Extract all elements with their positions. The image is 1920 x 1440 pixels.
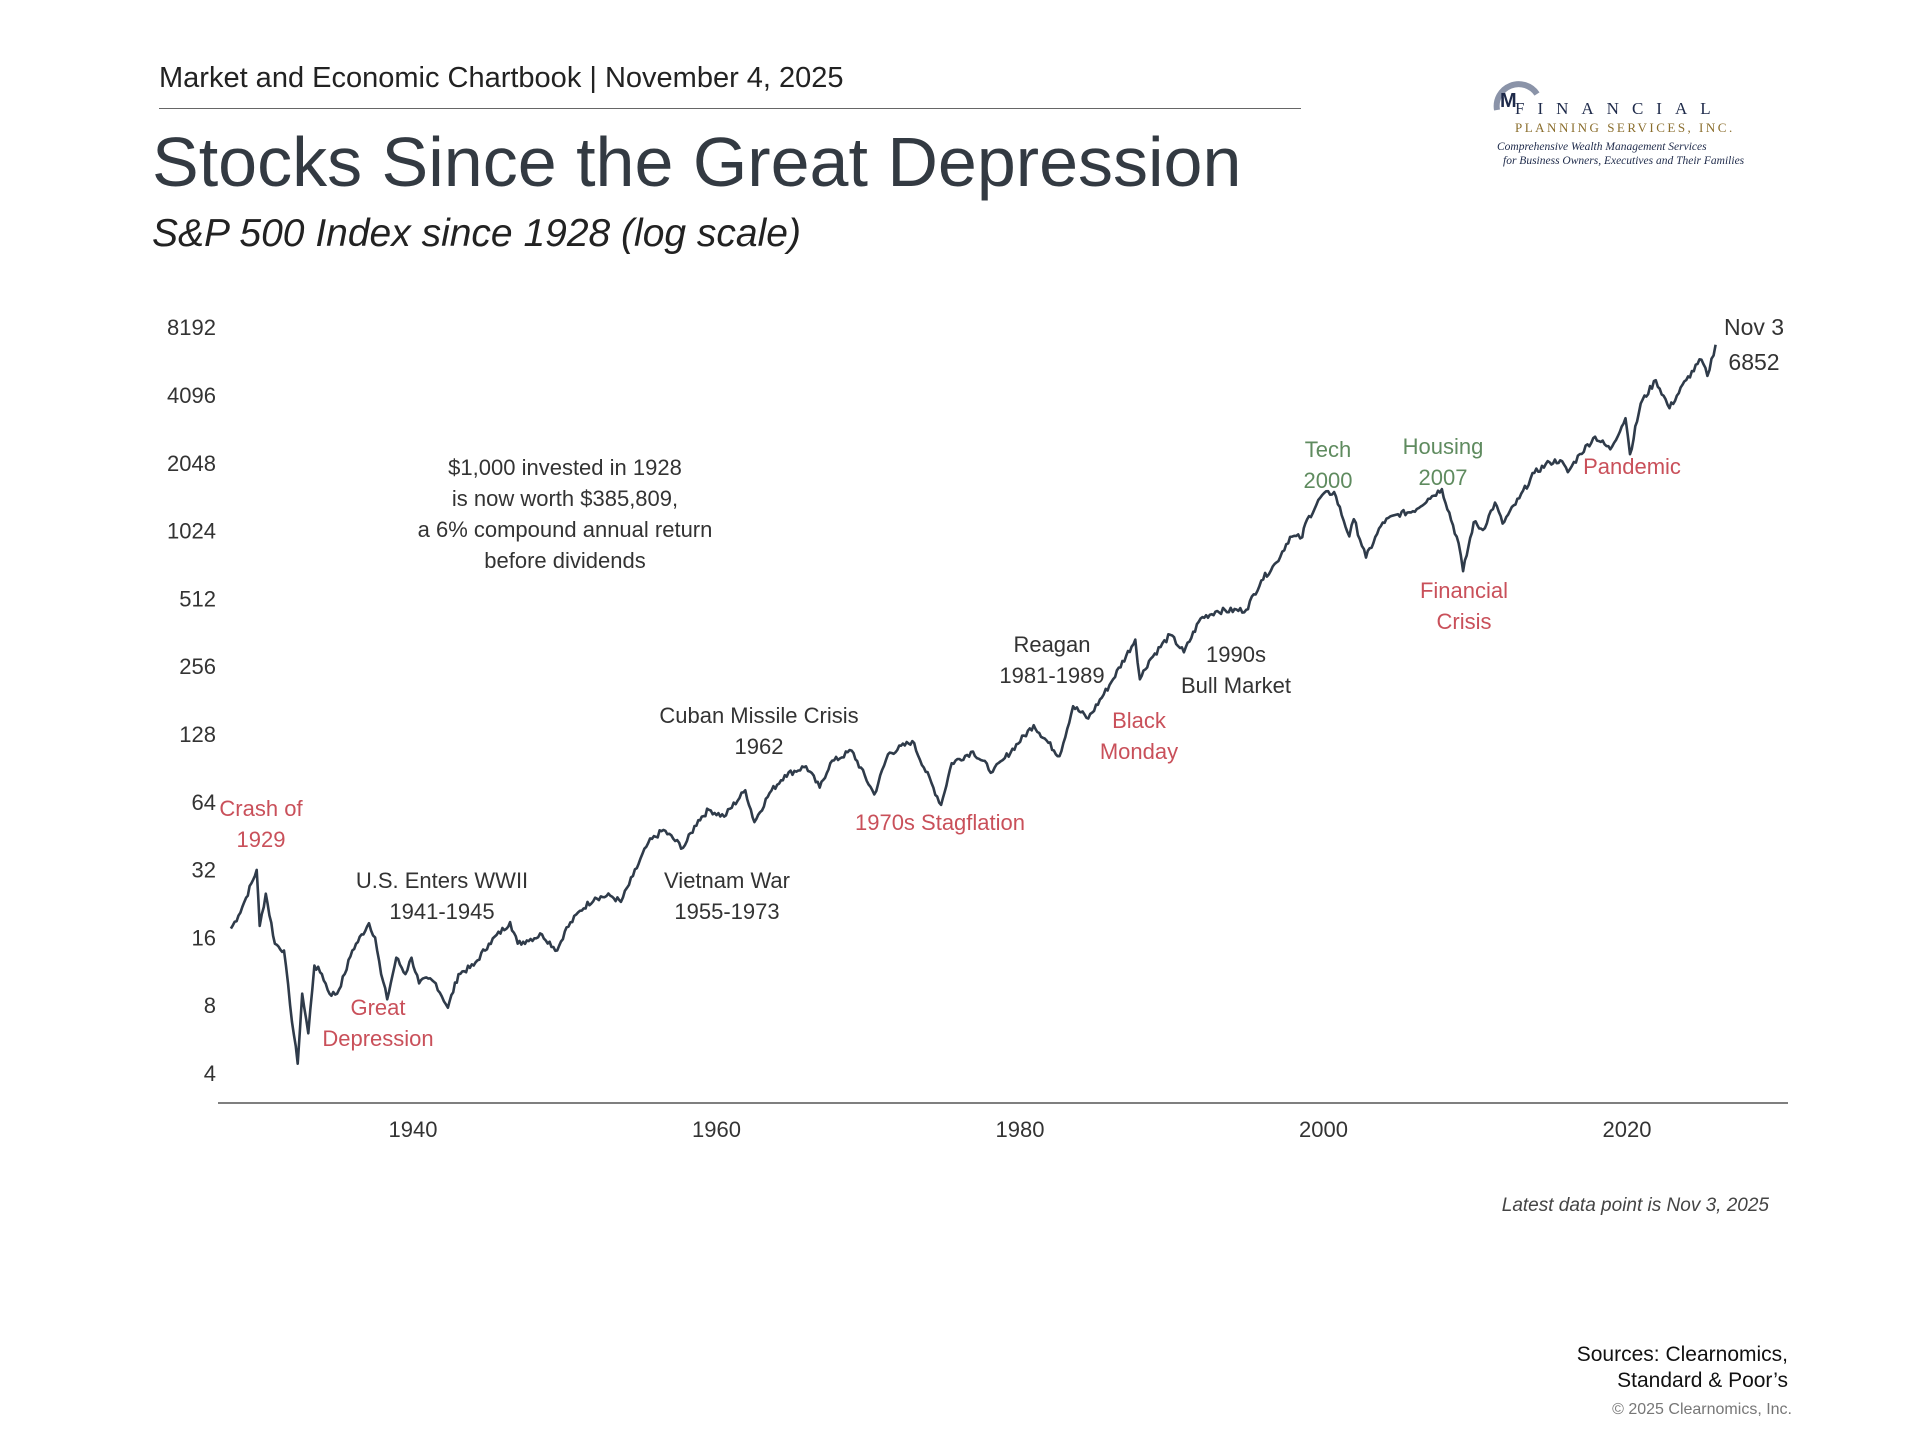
company-logo: M FINANCIAL PLANNING SERVICES, INC. Comp… [1485,72,1795,177]
annotation-housing-2007: Housing 2007 [1402,434,1484,490]
copyright: © 2025 Clearnomics, Inc. [1612,1401,1792,1418]
x-tick-label: 1940 [389,1117,438,1142]
logo-mark-icon: M FINANCIAL PLANNING SERVICES, INC. Comp… [1493,81,1745,167]
x-tick-label: 1980 [996,1117,1045,1142]
y-tick-label: 4096 [167,383,216,408]
annotation-pandemic: Pandemic [1583,454,1681,479]
sp500-series-line [229,344,1717,1065]
annotation-financial-crisis: Financial Crisis [1419,578,1509,634]
page-subtitle: S&P 500 Index since 1928 (log scale) [152,212,801,255]
y-tick-label: 256 [179,654,216,679]
x-tick-label: 1960 [692,1117,741,1142]
header-divider [159,108,1301,109]
end-value: 6852 [1728,349,1780,375]
annotation-black-monday: Black Monday [1099,708,1179,764]
y-tick-label: 32 [192,858,216,883]
annotation-crash-1929: Crash of 1929 [219,796,303,852]
y-tick-label: 8192 [167,315,216,340]
logo-tagline1: Comprehensive Wealth Management Services [1497,141,1707,153]
annotation-1990s-bull-market: 1990s Bull Market [1180,642,1292,698]
end-value-label: Nov 3 6852 [1724,310,1784,380]
callout-line: is now worth $385,809, [451,486,679,511]
annotation-vietnam-war: Vietnam War 1955-1973 [664,868,790,924]
annotation-tech-2000: Tech 2000 [1303,437,1353,493]
x-axis-ticks: 1940 1960 1980 2000 2020 [389,1117,1652,1142]
sources-line: Sources: Clearnomics, [1576,1343,1788,1366]
end-date: Nov 3 [1723,314,1785,340]
x-tick-label: 2000 [1299,1117,1348,1142]
logo-m: M [1500,90,1517,112]
sources-line: Standard & Poor’s [1617,1369,1788,1392]
logo-line2: PLANNING SERVICES, INC. [1515,120,1735,135]
latest-data-note: Latest data point is Nov 3, 2025 [1501,1195,1769,1216]
y-tick-label: 4 [204,1061,216,1086]
sources: Sources: Clearnomics, Standard & Poor’s [1577,1342,1788,1394]
y-axis-ticks: 8192 4096 2048 1024 512 256 128 64 32 16 8 4 [167,315,216,1086]
annotation-stagflation: 1970s Stagflation [854,810,1026,835]
logo-tagline2: for Business Owners, Executives and Thei… [1503,155,1745,167]
callout-line: before dividends [484,548,646,573]
annotation-cuban-missile-crisis: Cuban Missile Crisis 1962 [659,703,859,759]
y-tick-label: 8 [204,993,216,1018]
y-tick-label: 64 [192,790,216,815]
annotation-reagan: Reagan 1981-1989 [999,632,1105,688]
annotation-wwii: U.S. Enters WWII 1941-1945 [355,868,529,924]
logo-line1: FINANCIAL [1515,99,1724,118]
y-tick-label: 2048 [167,451,216,476]
callout-line: a 6% compound annual return [417,517,713,542]
page-title: Stocks Since the Great Depression [152,123,1242,201]
y-tick-label: 512 [179,586,216,611]
y-tick-label: 128 [179,722,216,747]
y-tick-label: 1024 [167,519,216,544]
annotation-great-depression: Great Depression [322,995,434,1051]
callout-line: $1,000 invested in 1928 [448,455,682,480]
callout-text: $1,000 invested in 1928 is now worth $38… [418,452,713,576]
y-tick-label: 16 [192,925,216,950]
chartbook-header: Market and Economic Chartbook | November… [159,62,844,94]
x-tick-label: 2020 [1603,1117,1652,1142]
